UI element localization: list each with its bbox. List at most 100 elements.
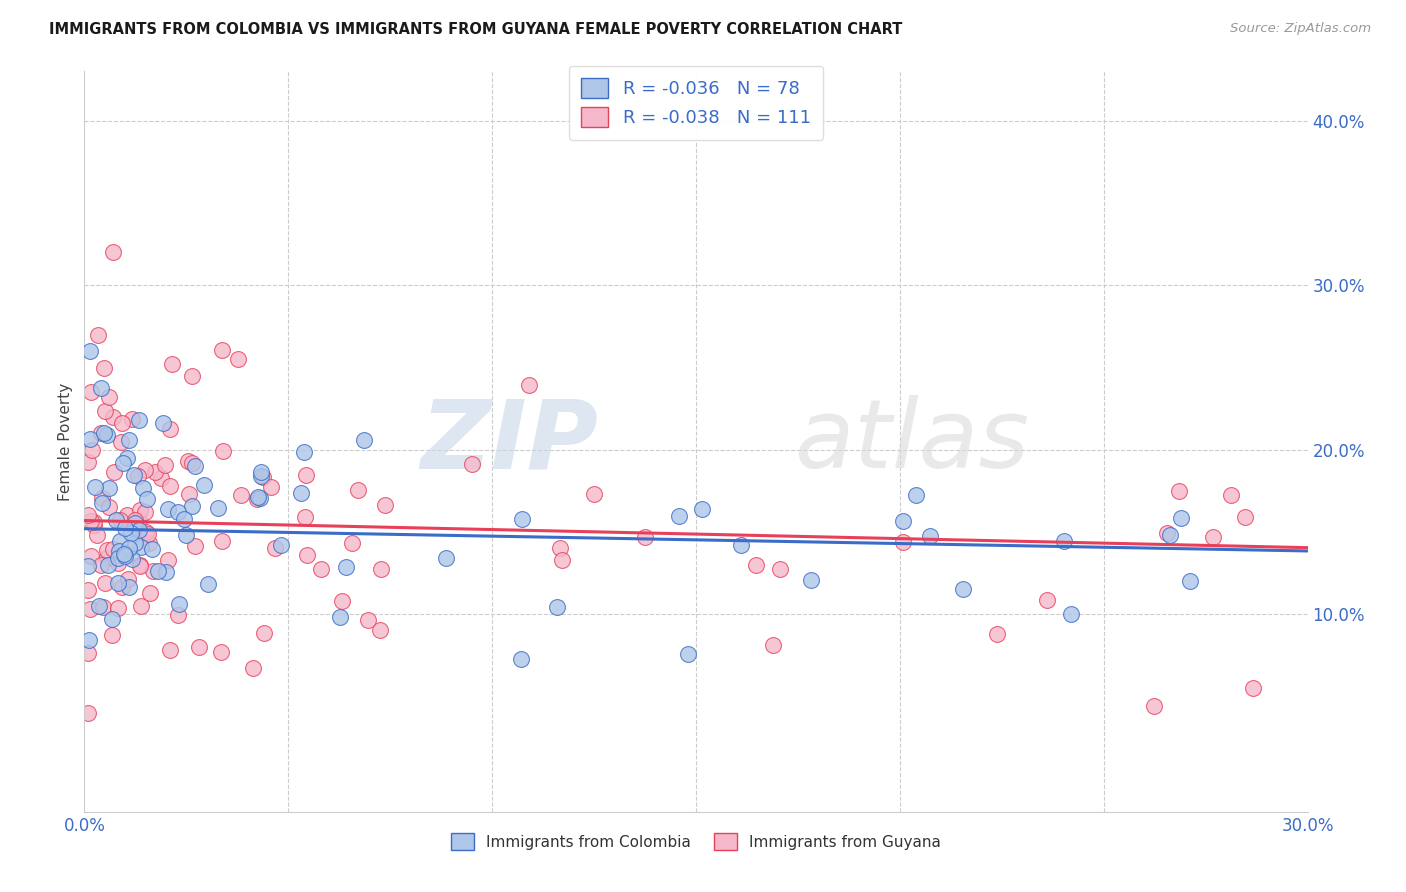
Point <box>98 481 121 495</box>
Point <box>153 458 176 472</box>
Point <box>141 541 163 556</box>
Point <box>107 551 129 566</box>
Point <box>90 491 112 505</box>
Point <box>517 377 540 392</box>
Point <box>117 434 139 448</box>
Point <box>105 512 128 526</box>
Point <box>247 490 270 504</box>
Point <box>93 360 115 375</box>
Point <box>117 572 139 586</box>
Point <box>97 500 120 515</box>
Point <box>101 628 124 642</box>
Point <box>129 558 152 573</box>
Point <box>761 639 783 653</box>
Point <box>124 513 146 527</box>
Point <box>134 505 156 519</box>
Point <box>177 454 200 468</box>
Point <box>550 541 572 555</box>
Point <box>77 558 100 573</box>
Point <box>952 582 974 596</box>
Point <box>197 577 219 591</box>
Point <box>159 643 181 657</box>
Point <box>107 556 129 570</box>
Legend: Immigrants from Colombia, Immigrants from Guyana: Immigrants from Colombia, Immigrants fro… <box>444 827 948 856</box>
Point <box>253 626 276 640</box>
Point <box>80 549 103 564</box>
Point <box>1053 534 1076 549</box>
Point <box>1180 574 1202 589</box>
Point <box>207 500 229 515</box>
Point <box>294 444 316 458</box>
Point <box>110 434 132 449</box>
Point <box>249 491 271 505</box>
Point <box>143 466 166 480</box>
Point <box>127 469 149 483</box>
Text: Source: ZipAtlas.com: Source: ZipAtlas.com <box>1230 22 1371 36</box>
Point <box>177 487 200 501</box>
Point <box>209 645 232 659</box>
Point <box>1241 681 1264 695</box>
Point <box>103 245 125 260</box>
Point <box>368 623 391 637</box>
Point <box>1036 593 1059 607</box>
Point <box>229 488 252 502</box>
Point <box>80 443 103 458</box>
Point <box>370 562 392 576</box>
Point <box>96 542 118 557</box>
Point <box>246 492 269 507</box>
Point <box>148 564 170 578</box>
Point <box>101 612 124 626</box>
Point <box>135 492 157 507</box>
Point <box>1170 511 1192 525</box>
Point <box>101 541 124 556</box>
Point <box>159 422 181 436</box>
Point <box>91 496 114 510</box>
Point <box>335 559 357 574</box>
Point <box>91 600 114 615</box>
Point <box>152 416 174 430</box>
Point <box>668 509 690 524</box>
Point <box>250 465 273 479</box>
Point <box>676 647 699 661</box>
Point <box>290 486 312 500</box>
Point <box>135 524 157 539</box>
Point <box>120 526 142 541</box>
Point <box>115 450 138 465</box>
Point <box>77 706 100 720</box>
Point <box>633 530 655 544</box>
Point <box>142 564 165 578</box>
Point <box>112 457 135 471</box>
Point <box>77 508 100 522</box>
Point <box>260 480 283 494</box>
Point <box>108 534 131 549</box>
Point <box>90 426 112 441</box>
Point <box>193 478 215 492</box>
Point <box>128 503 150 517</box>
Point <box>986 627 1008 641</box>
Point <box>128 512 150 526</box>
Point <box>114 521 136 535</box>
Point <box>121 552 143 566</box>
Point <box>156 502 179 516</box>
Point <box>79 344 101 359</box>
Point <box>730 538 752 552</box>
Point <box>111 580 134 594</box>
Text: IMMIGRANTS FROM COLOMBIA VS IMMIGRANTS FROM GUYANA FEMALE POVERTY CORRELATION CH: IMMIGRANTS FROM COLOMBIA VS IMMIGRANTS F… <box>49 22 903 37</box>
Point <box>252 470 274 484</box>
Point <box>374 499 396 513</box>
Point <box>690 502 713 516</box>
Point <box>768 562 790 576</box>
Point <box>103 465 125 479</box>
Point <box>80 385 103 400</box>
Point <box>510 512 533 526</box>
Point <box>167 607 190 622</box>
Point <box>342 535 364 549</box>
Point <box>79 602 101 616</box>
Point <box>249 469 271 483</box>
Point <box>77 646 100 660</box>
Point <box>330 594 353 608</box>
Point <box>160 357 183 371</box>
Point <box>156 552 179 566</box>
Point <box>226 352 249 367</box>
Point <box>434 551 457 566</box>
